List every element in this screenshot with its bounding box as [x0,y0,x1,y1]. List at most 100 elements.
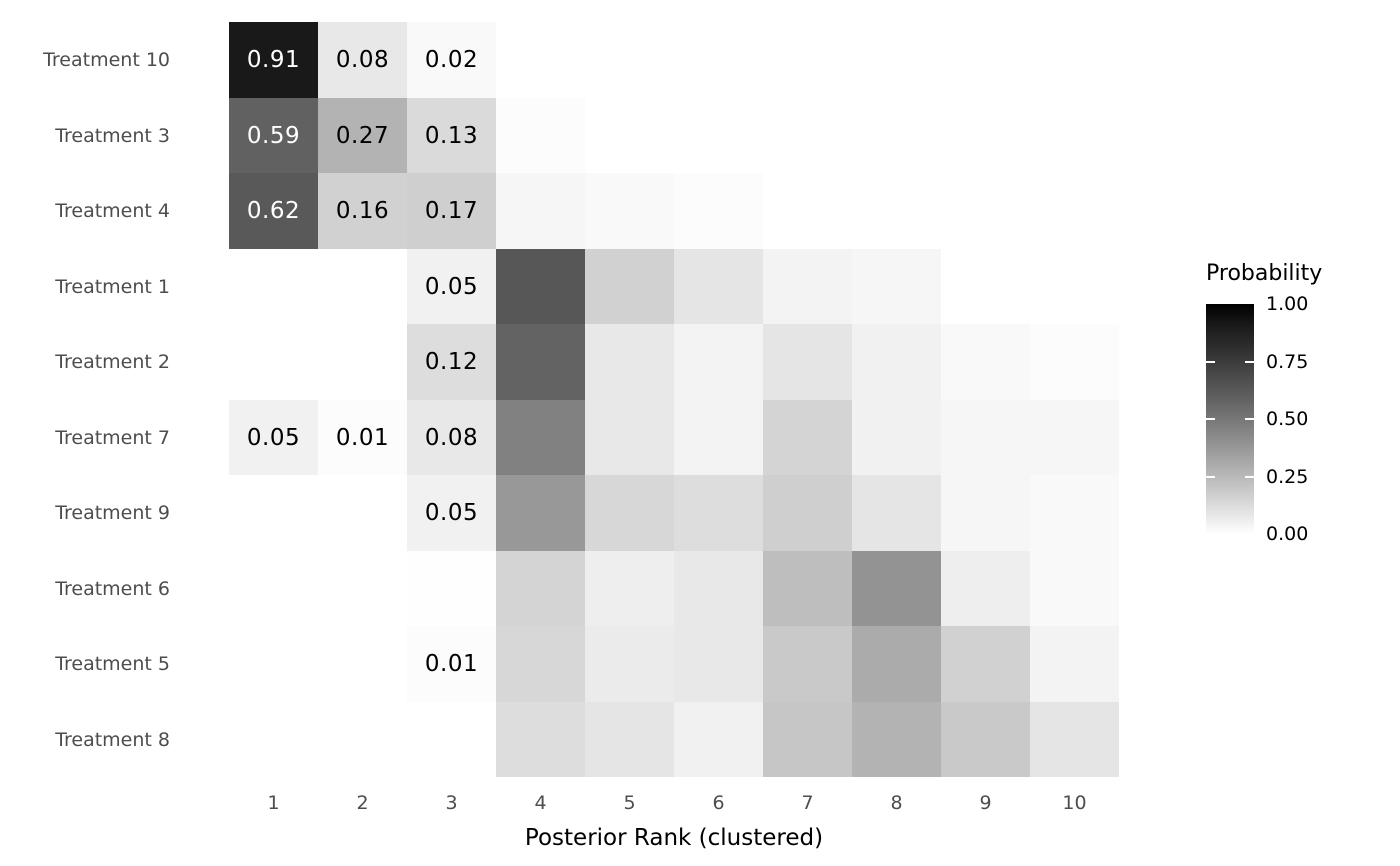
cell-value-label: 0.59 [246,122,301,149]
heatmap-cell [407,98,496,173]
heatmap-cell [941,475,1030,551]
y-axis-tick-label: Treatment 6 [55,577,170,600]
heatmap-cell [941,702,1030,777]
x-axis-tick-label: 6 [712,792,725,814]
cell-value-label: 0.05 [424,500,479,526]
heatmap-cell [852,400,941,475]
heatmap-cell [585,400,674,475]
heatmap-cell [407,475,496,551]
x-axis-tick-label: 7 [801,792,814,814]
heatmap-cell [496,173,585,249]
heatmap-cell [941,626,1030,702]
heatmap-cell [1030,626,1119,702]
cell-value-label: 0.17 [424,198,479,224]
cell-value-label: 0.91 [246,47,301,73]
heatmap-cell [674,249,763,324]
x-axis-tick-label: 2 [356,792,369,814]
heatmap-cell [318,173,407,249]
heatmap-cell [585,475,674,551]
legend-tick-mark [1245,360,1254,363]
legend-tick-label: 0.00 [1266,523,1309,545]
heatmap-cell [407,626,496,702]
legend-tick-mark [1245,475,1254,478]
legend-tick-label: 0.50 [1266,408,1309,430]
heatmap-cell [852,475,941,551]
heatmap-cell [229,400,318,475]
heatmap-cell [318,400,407,475]
heatmap-cell [674,702,763,777]
cell-value-label: 0.05 [424,273,479,300]
y-axis-tick-label: Treatment 8 [55,728,170,751]
heatmap-cell [585,324,674,400]
heatmap-cell [763,702,852,777]
y-axis-tick-label: Treatment 9 [55,502,170,524]
legend-tick-mark [1206,360,1215,363]
heatmap-cell [496,626,585,702]
heatmap-cell [585,551,674,626]
heatmap-cell [585,626,674,702]
heatmap-cell [763,551,852,626]
heatmap-cell [852,702,941,777]
legend-tick-mark [1245,418,1254,420]
heatmap-cell [1030,551,1119,626]
cell-value-label: 0.62 [246,198,301,224]
heatmap-cell [496,249,585,324]
heatmap-cell [852,249,941,324]
y-axis-tick-label: Treatment 2 [55,351,170,373]
cell-value-label: 0.08 [424,424,479,451]
x-axis-tick-label: 10 [1062,792,1087,814]
legend-tick-label: 0.25 [1266,465,1309,488]
heatmap-cell [763,324,852,400]
heatmap-cell [1030,702,1119,777]
cell-value-label: 0.27 [335,122,390,149]
heatmap-cell [407,249,496,324]
cell-value-label: 0.01 [335,424,390,451]
y-axis-tick-label: Treatment 5 [55,653,170,675]
heatmap-cell [674,626,763,702]
heatmap-cell [407,324,496,400]
x-axis-title: Posterior Rank (clustered) [524,825,824,851]
cell-value-label: 0.01 [424,651,479,677]
y-axis-tick-label: Treatment 10 [43,49,170,71]
heatmap-cell [496,702,585,777]
heatmap-cell [941,551,1030,626]
heatmap-cell [585,173,674,249]
y-axis-tick-label: Treatment 7 [55,426,170,449]
heatmap-cell [407,551,496,626]
heatmap-cell [496,551,585,626]
heatmap-cell [674,551,763,626]
heatmap-cell [941,400,1030,475]
x-axis-tick-label: 8 [890,792,903,814]
heatmap-cell [674,400,763,475]
heatmap-cell [941,324,1030,400]
cell-value-label: 0.05 [246,424,301,451]
heatmap-cell [763,626,852,702]
heatmap-cell [318,22,407,98]
heatmap-cell [852,626,941,702]
legend-tick-label: 0.75 [1266,350,1309,373]
heatmap-cell [407,400,496,475]
legend-tick-mark [1206,475,1215,478]
heatmap-cell [407,173,496,249]
cell-value-label: 0.08 [335,47,390,73]
heatmap-cell [763,249,852,324]
x-axis-tick-label: 5 [623,792,636,814]
heatmap-cell [763,400,852,475]
heatmap-cell [229,98,318,173]
heatmap-cell [229,22,318,98]
y-axis-tick-label: Treatment 1 [55,275,170,298]
legend-title: Probability [1206,261,1323,286]
cell-value-label: 0.12 [424,349,479,375]
heatmap-cell [229,173,318,249]
heatmap-cell [407,22,496,98]
y-axis-tick-label: Treatment 4 [55,200,170,222]
heatmap-cell [1030,400,1119,475]
heatmap-cell [852,551,941,626]
heatmap-cell [674,475,763,551]
heatmap-cell [1030,324,1119,400]
heatmap-cell [674,324,763,400]
cell-value-label: 0.02 [424,47,479,73]
heatmap-cell [496,98,585,173]
heatmap-cell [496,475,585,551]
